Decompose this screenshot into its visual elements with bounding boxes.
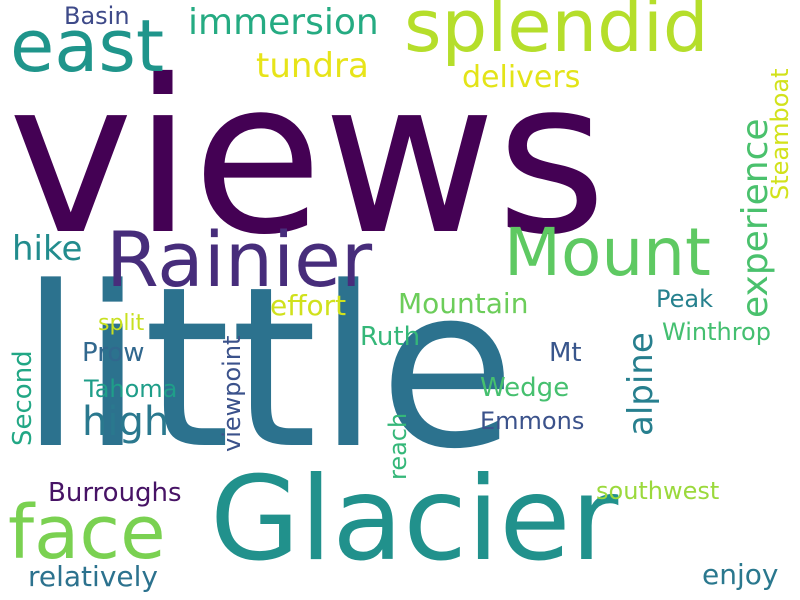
word-viewpoint: viewpoint (218, 335, 246, 452)
word-enjoy: enjoy (702, 558, 779, 591)
word-reach: reach (384, 412, 412, 480)
word-second: Second (8, 350, 38, 446)
word-burroughs: Burroughs (48, 478, 182, 508)
word-delivers: delivers (462, 60, 581, 95)
word-mount: Mount (504, 214, 711, 291)
word-tahoma: Tahoma (84, 375, 178, 403)
word-prow: Prow (82, 338, 145, 368)
word-emmons: Emmons (480, 407, 585, 435)
word-basin: Basin (64, 2, 130, 30)
word-views: views (8, 34, 607, 281)
word-mt: Mt (549, 338, 582, 368)
word-east: east (10, 4, 165, 88)
word-steamboat: Steamboat (766, 68, 794, 200)
word-effort: effort (270, 289, 347, 322)
word-hike: hike (12, 229, 83, 269)
word-splendid: splendid (404, 0, 709, 68)
word-wedge: Wedge (480, 373, 570, 403)
word-face: face (8, 490, 166, 576)
word-tundra: tundra (256, 46, 369, 86)
word-winthrop: Winthrop (662, 318, 771, 346)
word-ruth: Ruth (360, 322, 421, 352)
word-southwest: southwest (596, 477, 720, 505)
word-immersion: immersion (188, 2, 379, 43)
word-mountain: Mountain (398, 287, 529, 320)
word-split: split (98, 311, 145, 336)
word-peak: Peak (656, 285, 713, 313)
word-rainier: Rainier (106, 215, 373, 304)
word-relatively: relatively (28, 560, 158, 593)
word-alpine: alpine (621, 332, 661, 436)
word-high: high (82, 399, 170, 445)
word-glacier: Glacier (210, 452, 619, 587)
word-little: little (20, 240, 516, 498)
